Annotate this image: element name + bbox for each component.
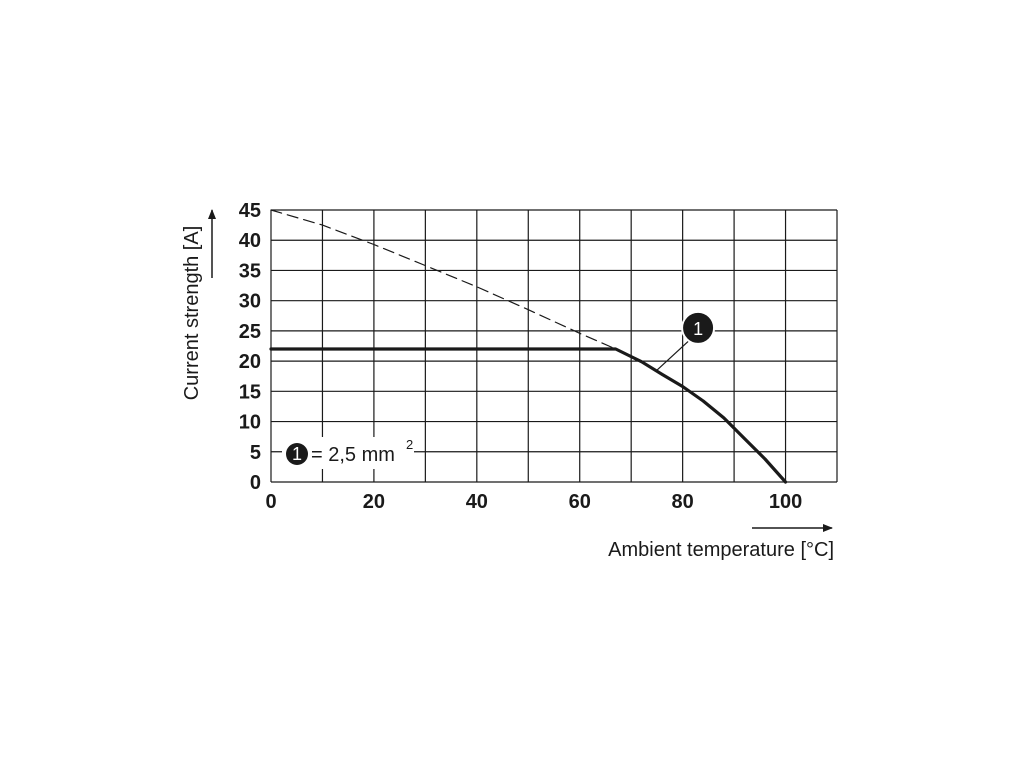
y-tick-label: 5 [250, 442, 261, 464]
series-callout: 1 [656, 310, 716, 371]
y-tick-label: 45 [239, 200, 261, 222]
x-axis-ticks: 0 20 40 60 80 100 [265, 491, 802, 513]
callout-leader [656, 337, 693, 371]
y-tick-label: 40 [239, 230, 261, 252]
y-tick-label: 0 [250, 472, 261, 494]
legend-marker-circle [286, 443, 308, 465]
x-tick-label: 0 [265, 491, 276, 513]
x-tick-label: 20 [363, 491, 385, 513]
y-axis-ticks: 0 5 10 15 20 25 30 35 40 45 [239, 200, 261, 494]
y-tick-label: 10 [239, 412, 261, 434]
y-tick-label: 25 [239, 321, 261, 343]
x-tick-label: 100 [769, 491, 802, 513]
y-axis-label: Current strength [A] [181, 226, 203, 401]
x-tick-label: 60 [569, 491, 591, 513]
chart-series [269, 209, 788, 484]
x-tick-label: 80 [672, 491, 694, 513]
legend-superscript: 2 [406, 437, 413, 452]
chart-grid [270, 209, 838, 483]
series-line-base [270, 209, 617, 350]
callout-marker-label: 1 [693, 319, 703, 339]
chart-legend: 1 = 2,5 mm 2 [282, 437, 414, 469]
series-line-derating [269, 347, 788, 484]
y-tick-label: 15 [239, 381, 261, 403]
legend-text: = 2,5 mm [311, 444, 395, 466]
y-tick-label: 35 [239, 260, 261, 282]
x-axis-label: Ambient temperature [°C] [608, 539, 834, 561]
legend-marker-label: 1 [292, 444, 302, 464]
y-tick-label: 20 [239, 351, 261, 373]
y-tick-label: 30 [239, 291, 261, 313]
x-tick-label: 40 [466, 491, 488, 513]
callout-marker-circle [681, 310, 716, 345]
